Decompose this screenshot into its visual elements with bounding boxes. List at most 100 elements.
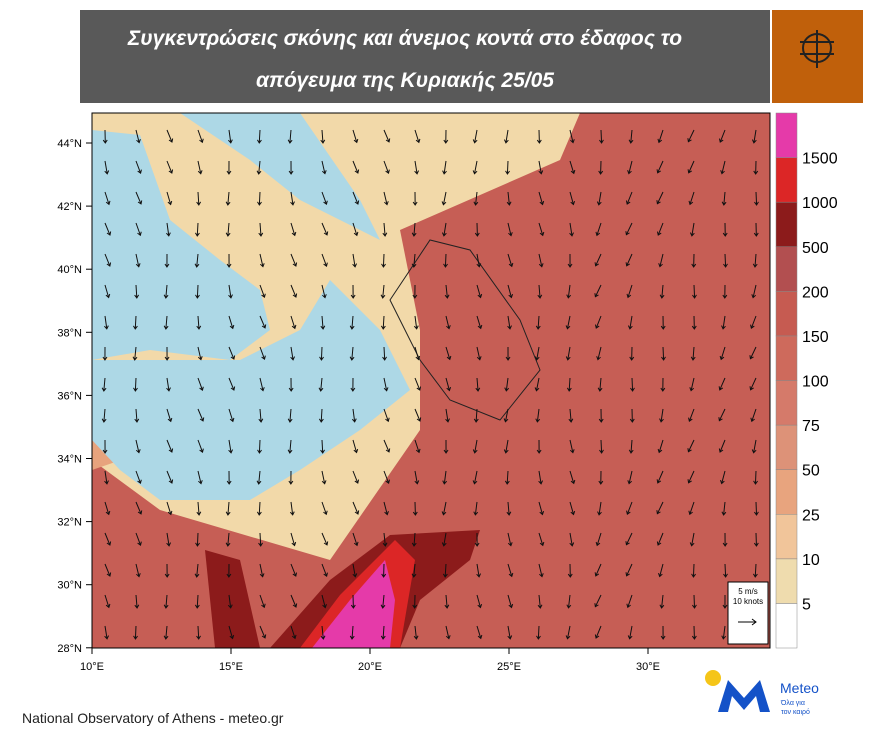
wind-arrow	[414, 346, 421, 361]
wind-arrow	[567, 563, 573, 578]
title-line: απόγευμα της Κυριακής 25/05	[256, 69, 554, 92]
wind-arrow	[256, 160, 262, 175]
wind-arrow	[569, 222, 574, 237]
wind-arrow	[441, 191, 447, 206]
wind-arrow	[288, 377, 294, 392]
wind-arrow	[257, 191, 262, 206]
wind-arrow	[104, 284, 111, 299]
wind-arrow	[445, 377, 452, 392]
wind-arrow	[383, 377, 389, 392]
lat-label: 40°N	[57, 264, 82, 276]
wind-arrow	[414, 470, 420, 485]
wind-arrow	[228, 625, 235, 640]
wind-arrow	[569, 501, 576, 516]
coastline	[389, 239, 541, 421]
wind-arrow	[135, 129, 141, 144]
wind-arrow	[628, 439, 634, 454]
wind-arrow	[382, 222, 388, 237]
wind-arrow	[567, 253, 573, 268]
wind-arrow	[104, 470, 109, 485]
wind-arrow	[566, 594, 572, 609]
wind-arrow	[163, 284, 169, 299]
wind-arrow	[691, 563, 696, 578]
wind-arrow	[504, 470, 510, 485]
wind-arrow	[256, 470, 262, 485]
wind-arrow	[197, 377, 204, 392]
wind-arrow	[722, 594, 728, 609]
wind-arrow	[503, 129, 509, 144]
wind-arrow	[656, 532, 664, 546]
wind-arrow	[164, 253, 170, 268]
wind-arrow	[197, 439, 204, 454]
wind-arrow	[626, 594, 633, 609]
wind-arrow	[718, 377, 726, 391]
wind-arrow	[197, 408, 205, 422]
wind-arrow	[568, 408, 574, 423]
wind-arrow	[538, 222, 545, 237]
wind-arrow	[104, 253, 112, 267]
wind-arrow	[351, 408, 357, 423]
wind-arrow	[166, 129, 174, 143]
wind-arrow	[166, 408, 173, 423]
wind-arrow	[228, 284, 233, 299]
wind-arrow	[290, 253, 298, 267]
wind-arrow	[476, 346, 482, 361]
wind-arrow	[625, 253, 633, 267]
lon-label: 30°E	[636, 661, 660, 673]
wind-arrow	[383, 470, 390, 484]
wind-arrow	[290, 315, 297, 330]
wind-arrow	[411, 532, 417, 547]
wind-arrow	[225, 191, 231, 206]
wind-arrow	[318, 408, 324, 423]
wind-arrow	[133, 315, 138, 330]
wind-arrow	[352, 470, 360, 484]
logo-mark	[718, 680, 770, 712]
map-frame	[91, 112, 771, 649]
wind-arrow	[721, 191, 727, 206]
wind-arrow	[352, 222, 359, 237]
wind-arrow	[692, 594, 697, 609]
wind-arrow	[569, 470, 576, 485]
colorbar-segment	[775, 603, 798, 649]
wind-arrow	[656, 160, 664, 174]
wind-arrow	[228, 439, 234, 454]
wind-arrow	[538, 563, 544, 578]
wind-arrow	[629, 346, 635, 361]
wind-arrow	[657, 129, 664, 144]
colorbar-label: 150	[802, 329, 829, 346]
wind-arrow	[538, 253, 544, 268]
wind-arrow	[321, 532, 329, 546]
wind-arrow	[411, 222, 417, 237]
wind-arrow	[349, 625, 355, 640]
wind-arrow	[629, 408, 635, 423]
wind-arrow	[506, 191, 512, 206]
wind-arrow	[320, 625, 326, 640]
wind-arrow	[414, 129, 421, 144]
wind-arrow	[656, 470, 664, 484]
wind-arrow	[443, 439, 449, 454]
wind-arrow	[352, 160, 360, 174]
wind-arrow	[290, 222, 297, 237]
wind-arrow	[411, 253, 417, 268]
wind-arrow	[226, 563, 232, 578]
wind-arrow	[321, 222, 329, 236]
wind-arrow	[350, 594, 356, 609]
wind-arrow	[412, 501, 418, 516]
wind-arrow	[442, 160, 447, 175]
colorbar-segment	[775, 112, 798, 158]
wind-arrow	[569, 129, 575, 144]
wind-arrow	[692, 284, 697, 299]
wind-arrow	[135, 563, 141, 578]
lat-label: 34°N	[57, 454, 82, 466]
wind-arrow	[534, 377, 540, 392]
wind-arrow	[753, 470, 758, 485]
wind-arrow	[659, 594, 665, 609]
wind-arrow	[380, 625, 386, 640]
wind-arrow	[691, 253, 697, 268]
wind-arrow	[228, 408, 235, 423]
wind-arrow	[538, 191, 545, 206]
wind-arrow	[659, 284, 665, 299]
wind-arrow	[507, 625, 513, 640]
wind-arrow	[565, 346, 571, 361]
wind-arrow	[166, 377, 171, 392]
